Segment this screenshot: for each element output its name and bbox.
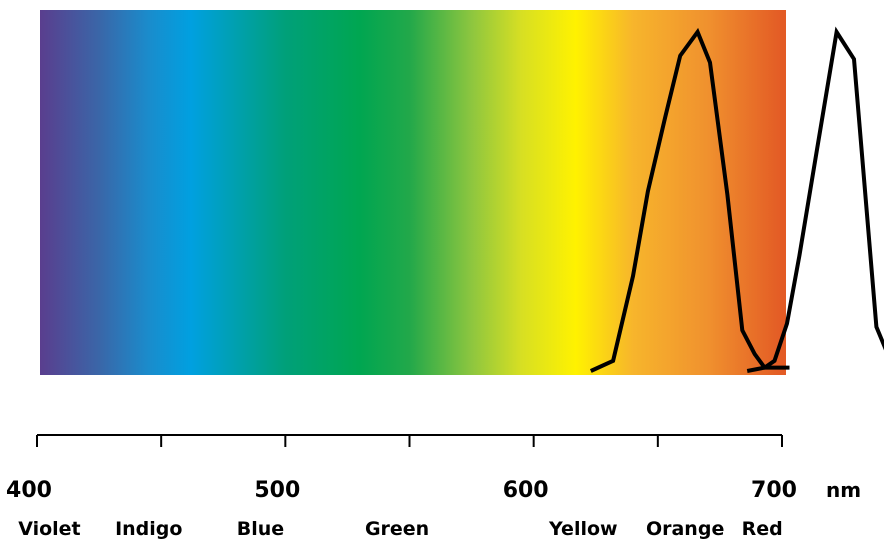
curve-layer (589, 26, 884, 373)
x-tick-label: 400 (6, 478, 52, 503)
x-tick-labels: 400 500 600 700 (6, 478, 797, 503)
x-unit-label: nm (826, 478, 861, 502)
color-label-violet: Violet (18, 518, 80, 540)
x-tick-label: 700 (751, 478, 797, 503)
series-line-2 (746, 26, 884, 373)
color-label-yellow: Yellow (548, 518, 618, 540)
x-tick-label: 600 (503, 478, 549, 503)
x-axis (36, 434, 783, 447)
color-label-orange: Orange (646, 518, 724, 540)
color-label-indigo: Indigo (115, 518, 182, 540)
spectrum-band (40, 10, 786, 375)
color-label-green: Green (365, 518, 429, 540)
color-label-red: Red (742, 518, 783, 540)
color-band-labels: Violet Indigo Blue Green Yellow Orange Red (18, 518, 782, 540)
color-label-blue: Blue (237, 518, 284, 540)
x-tick-label: 500 (254, 478, 300, 503)
series-line-1 (589, 27, 790, 373)
